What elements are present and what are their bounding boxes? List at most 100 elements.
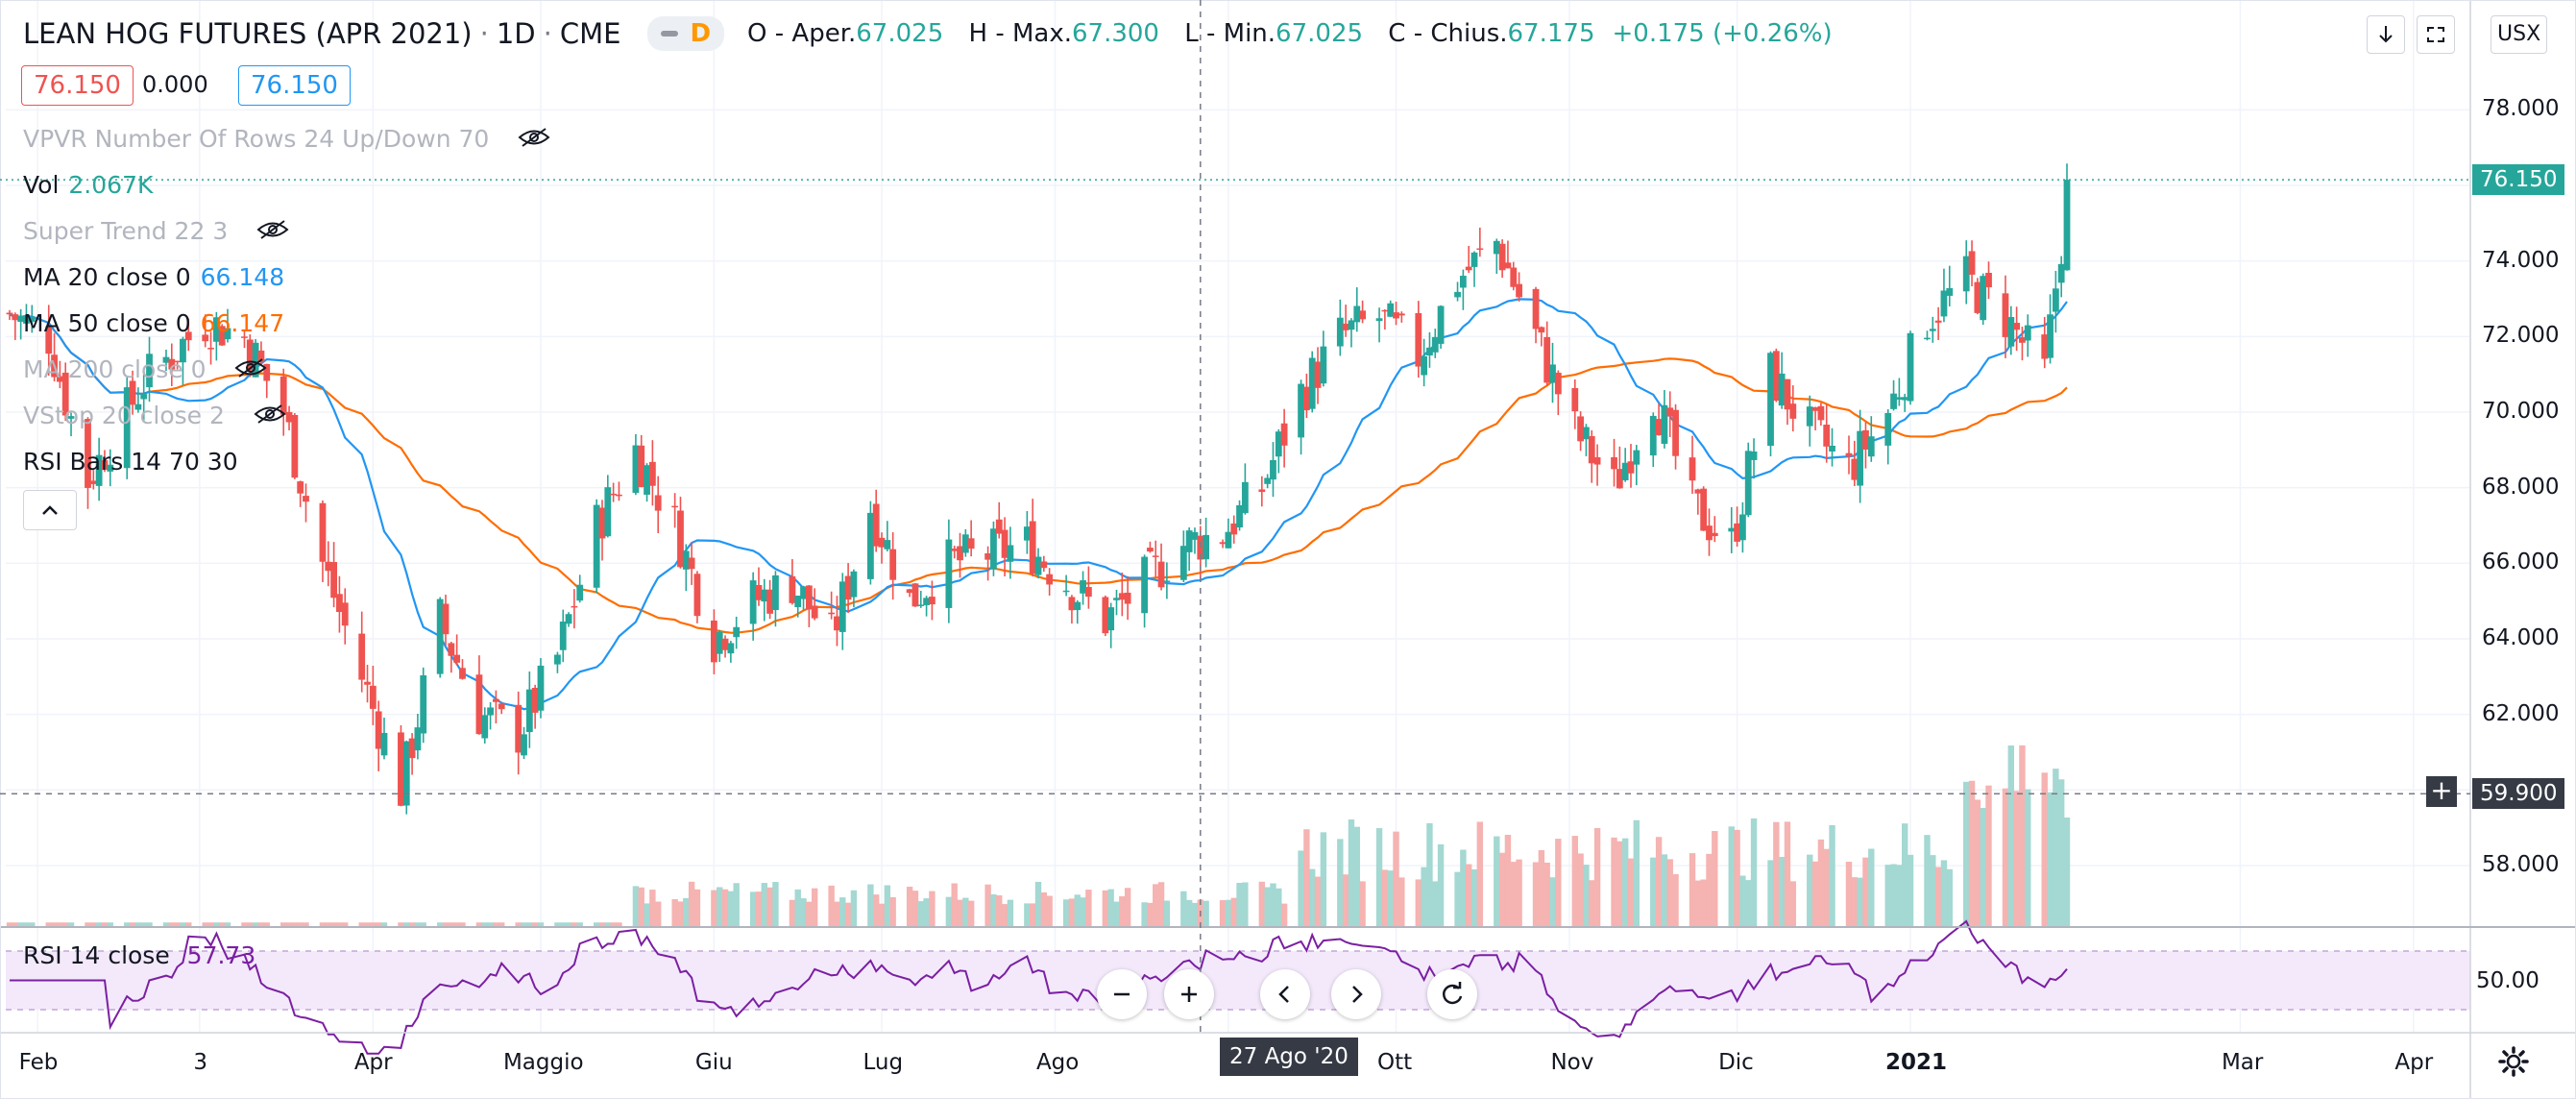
- time-tick-label: Apr: [353, 1050, 393, 1075]
- volume-bar: [180, 922, 186, 927]
- candle-body: [1275, 431, 1282, 457]
- volume-bar: [850, 890, 858, 927]
- candle-body: [1666, 407, 1674, 417]
- candle: [1314, 347, 1322, 404]
- volume-bar: [951, 883, 958, 927]
- candle: [1700, 486, 1708, 531]
- volume-bar: [749, 891, 757, 927]
- indicator-ma200[interactable]: MA 200 close 0: [23, 354, 268, 387]
- candle: [1298, 379, 1304, 455]
- reset-chart-button[interactable]: [1427, 969, 1477, 1019]
- candle-body: [146, 354, 153, 388]
- volume-bar: [906, 887, 913, 927]
- market-status-pill[interactable]: D: [647, 16, 725, 51]
- volume-bar: [1583, 865, 1590, 927]
- volume-bar: [537, 922, 545, 927]
- volume-bar: [162, 922, 170, 927]
- rsi-legend[interactable]: RSI 14 close 57.73: [23, 941, 255, 969]
- volume-bar: [168, 922, 175, 927]
- indicator-vol[interactable]: Vol 2.067K: [23, 169, 153, 202]
- candle-body: [297, 481, 304, 494]
- currency-button[interactable]: USX: [2491, 15, 2548, 54]
- candle: [95, 437, 103, 501]
- volume-bar: [1907, 854, 1914, 927]
- volume-bar: [1672, 873, 1679, 927]
- indicator-vstop[interactable]: VStop 20 close 2: [23, 400, 286, 432]
- add-alert-plus-icon[interactable]: +: [2426, 776, 2457, 807]
- candle: [1655, 403, 1663, 436]
- candle: [1929, 316, 1936, 343]
- indicator-name: MA 20 close 0: [23, 263, 191, 291]
- candle-body: [341, 602, 349, 626]
- candle-body: [1225, 531, 1232, 549]
- candle: [967, 520, 975, 557]
- interval-label[interactable]: 1D: [496, 17, 536, 50]
- volume-bar: [717, 887, 723, 927]
- settings-button[interactable]: [2497, 1045, 2530, 1082]
- volume-bar: [1890, 864, 1897, 927]
- candle: [123, 377, 131, 479]
- indicator-name: MA 50 close 0: [23, 309, 191, 337]
- candle: [1225, 518, 1232, 549]
- indicator-supertrend[interactable]: Super Trend 22 3: [23, 215, 289, 248]
- volume-bar: [1616, 841, 1623, 927]
- volume-bar: [62, 922, 69, 927]
- candle: [951, 546, 959, 559]
- candle-body: [565, 614, 572, 624]
- indicator-rsi-bars[interactable]: RSI Bars 14 70 30: [23, 446, 238, 478]
- indicator-value: 66.148: [200, 263, 285, 291]
- candle-body: [212, 317, 220, 342]
- candle: [303, 483, 309, 523]
- candle-body: [677, 510, 684, 568]
- scroll-left-button[interactable]: [1260, 969, 1310, 1019]
- volume-bar: [459, 922, 466, 927]
- sell-price-box[interactable]: 76.150: [21, 65, 134, 106]
- volume-bar: [280, 922, 287, 927]
- candle: [1593, 444, 1601, 486]
- indicator-ma20[interactable]: MA 20 close 0 66.148: [23, 261, 284, 294]
- volume-bar: [1694, 880, 1702, 927]
- candle-body: [1516, 283, 1522, 298]
- collapse-legend-button[interactable]: [23, 490, 77, 530]
- candle: [475, 655, 483, 735]
- candle-body: [682, 550, 690, 570]
- indicator-ma50[interactable]: MA 50 close 0 66.147: [23, 307, 284, 340]
- indicator-vpvr[interactable]: VPVR Number Of Rows 24 Up/Down 70: [23, 123, 550, 156]
- candle-body: [1901, 397, 1908, 401]
- volume-bar: [593, 922, 600, 927]
- chevron-left-icon: [1278, 986, 1289, 1003]
- candle: [866, 501, 874, 585]
- volume-bar: [1655, 837, 1663, 927]
- eye-hidden-icon[interactable]: [254, 401, 286, 433]
- volume-bar: [442, 922, 450, 927]
- rsi-line: [10, 919, 2068, 1055]
- symbol-title[interactable]: LEAN HOG FUTURES (APR 2021): [23, 17, 473, 50]
- volume-bar: [1454, 871, 1461, 927]
- zoom-in-button[interactable]: [1164, 969, 1214, 1019]
- crosshair-price-tag: 59.900: [2472, 778, 2565, 810]
- eye-hidden-icon[interactable]: [256, 216, 289, 249]
- eye-hidden-icon[interactable]: [234, 354, 268, 387]
- candle: [766, 579, 774, 620]
- eye-hidden-icon[interactable]: [518, 124, 550, 157]
- download-button[interactable]: [2367, 15, 2405, 54]
- volume-bar: [414, 922, 422, 927]
- candle-body: [2047, 314, 2054, 358]
- candle-body: [1348, 320, 1355, 330]
- candle-body: [1336, 317, 1344, 347]
- candle-body: [917, 604, 925, 606]
- volume-bar: [325, 922, 331, 927]
- candle-body: [1191, 531, 1199, 540]
- volume-bar: [806, 901, 813, 927]
- volume-bar: [420, 922, 426, 927]
- volume-bar: [1494, 836, 1500, 927]
- zoom-out-button[interactable]: [1097, 969, 1147, 1019]
- scroll-right-button[interactable]: [1331, 969, 1381, 1019]
- fullscreen-button[interactable]: [2417, 15, 2455, 54]
- candle-body: [279, 376, 287, 415]
- buy-price-box[interactable]: 76.150: [238, 65, 351, 106]
- volume-bar: [1739, 875, 1746, 927]
- volume-bar: [403, 922, 410, 927]
- volume-bar: [844, 902, 852, 927]
